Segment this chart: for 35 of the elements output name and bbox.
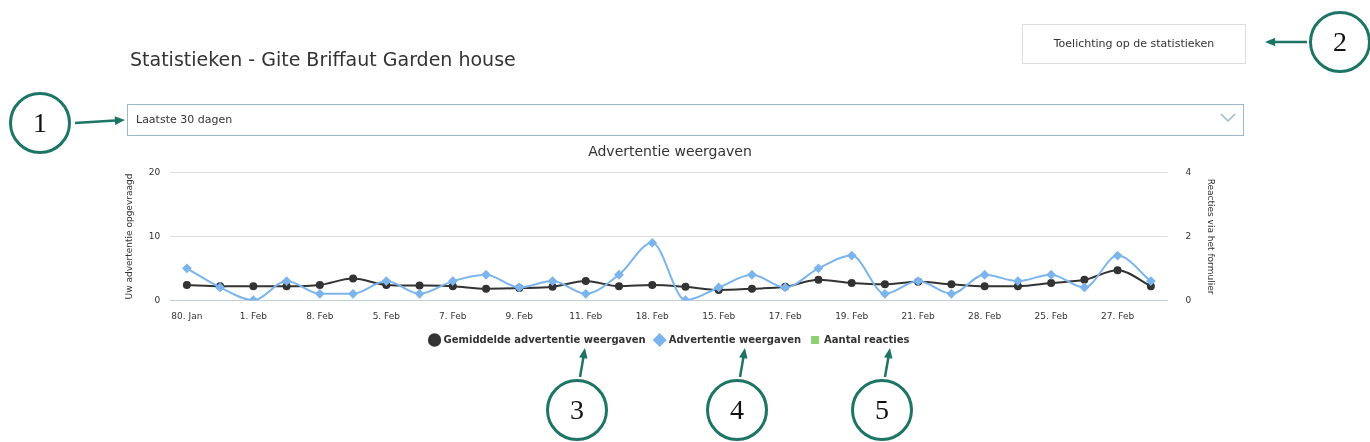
x-tick-label: 17. Feb (768, 310, 803, 321)
x-tick-label: 5. Feb (372, 310, 401, 321)
x-tick-label: 27. Feb (1101, 310, 1135, 321)
legend-label: Advertentie weergaven (668, 333, 802, 345)
text: 5 (851, 379, 913, 441)
text: Toelichting op de statistieken (1022, 24, 1246, 64)
y2-axis-title: Reacties via het formulier (1206, 178, 1217, 295)
chart-title: Statistieken - Gite Briffaut Garden house (130, 48, 516, 70)
x-tick-label: 1. Feb (239, 310, 268, 321)
chart-subtitle: Advertentie weergaven (588, 143, 752, 160)
x-tick-label: 80. Jan (171, 310, 203, 321)
y2-tick-label: 2 (1185, 230, 1192, 241)
text: Laatste 30 dagen (127, 104, 1244, 136)
x-tick-label: 8. Feb (306, 310, 334, 321)
x-tick-label: 25. Feb (1034, 310, 1068, 321)
y-tick-label: 0 (154, 294, 161, 305)
legend-label: Aantal reacties (824, 333, 910, 345)
y2-tick-label: 4 (1185, 167, 1192, 178)
text: 2 (1309, 11, 1370, 73)
text: 3 (546, 379, 608, 441)
y2-tick-label: 0 (1185, 294, 1192, 305)
y-axis-title: Uw advertentie opgevraagd (123, 173, 134, 300)
x-tick-label: 18. Feb (635, 310, 670, 321)
text: 1 (9, 92, 71, 154)
text: 4 (706, 379, 768, 441)
x-tick-label: 28. Feb (968, 310, 1002, 321)
y-tick-label: 10 (148, 230, 161, 241)
legend-label: Gemiddelde advertentie weergaven (443, 333, 646, 345)
x-tick-label: 9. Feb (505, 310, 534, 321)
x-tick-label: 21. Feb (901, 310, 936, 321)
x-tick-label: 15. Feb (702, 310, 736, 321)
x-tick-label: 7. Feb (439, 310, 467, 321)
x-tick-label: 11. Feb (569, 310, 603, 321)
x-tick-label: 19. Feb (835, 310, 869, 321)
y-tick-label: 20 (148, 167, 161, 178)
